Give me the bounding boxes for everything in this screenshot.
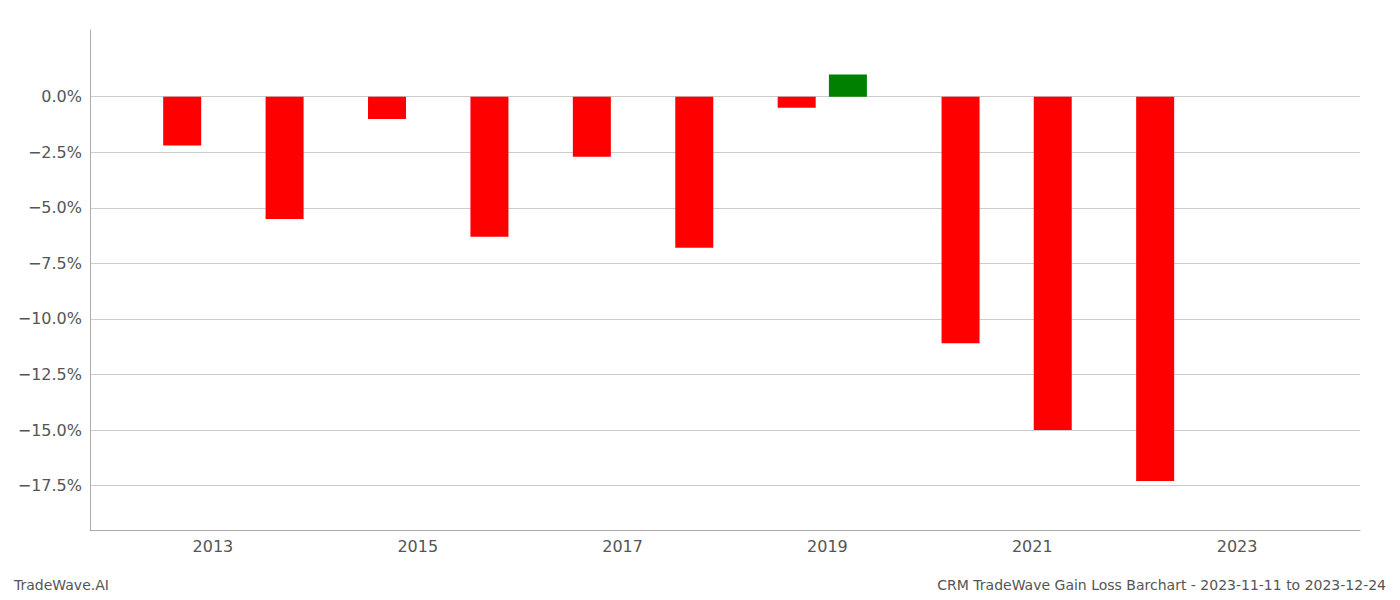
svg-text:−17.5%: −17.5% bbox=[18, 476, 82, 495]
svg-text:−12.5%: −12.5% bbox=[18, 365, 82, 384]
svg-text:2019: 2019 bbox=[807, 537, 848, 556]
svg-text:−2.5%: −2.5% bbox=[28, 143, 82, 162]
svg-text:0.0%: 0.0% bbox=[41, 87, 82, 106]
svg-text:TradeWave.AI: TradeWave.AI bbox=[13, 577, 109, 593]
svg-text:−15.0%: −15.0% bbox=[18, 421, 82, 440]
svg-text:2013: 2013 bbox=[193, 537, 234, 556]
svg-text:−10.0%: −10.0% bbox=[18, 309, 82, 328]
svg-text:2015: 2015 bbox=[397, 537, 438, 556]
svg-text:2023: 2023 bbox=[1217, 537, 1258, 556]
svg-text:CRM TradeWave Gain Loss Barcha: CRM TradeWave Gain Loss Barchart - 2023-… bbox=[937, 577, 1386, 593]
svg-text:−5.0%: −5.0% bbox=[28, 198, 82, 217]
svg-text:−7.5%: −7.5% bbox=[28, 254, 82, 273]
svg-text:2021: 2021 bbox=[1012, 537, 1053, 556]
svg-text:2017: 2017 bbox=[602, 537, 643, 556]
